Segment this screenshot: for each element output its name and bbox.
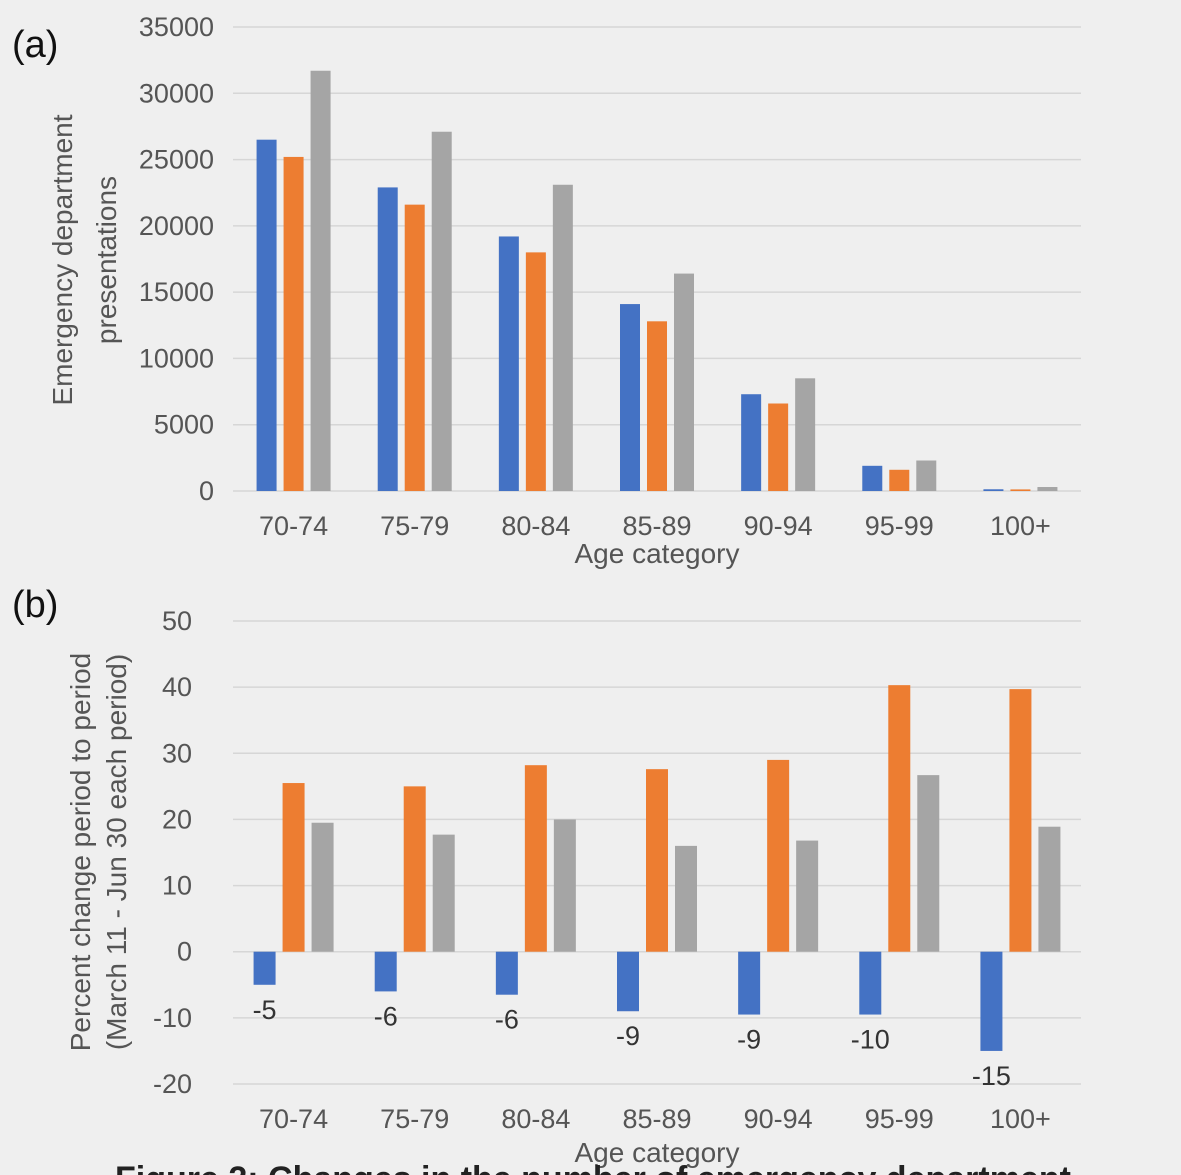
x-tick-label: 70-74 [259,1104,328,1134]
bar-70-74-series-3 [311,822,334,952]
x-tick-label: 100+ [990,1104,1051,1134]
bar-100+-series-3 [1037,487,1058,491]
x-tick-label: 80-84 [501,1104,570,1134]
bar-85-89-series-1 [617,951,639,1012]
y-tick-label: 0 [199,476,214,506]
x-tick-label: 95-99 [865,511,934,541]
data-label: -9 [616,1021,640,1051]
x-tick-label: 75-79 [380,1104,449,1134]
y-tick-label: 15000 [139,277,214,307]
x-tick-label: 95-99 [865,1104,934,1134]
bar-85-89-series-1 [620,304,640,491]
y-tick-label: 30 [162,738,192,768]
bar-85-89-series-3 [675,845,697,952]
bar-90-94-series-3 [795,378,816,491]
bar-95-99-series-1 [862,465,883,491]
bar-85-89-series-2 [647,321,667,491]
x-tick-label: 90-94 [744,511,813,541]
data-label: -9 [737,1025,761,1055]
data-label: -6 [374,1001,398,1031]
bar-75-79-series-2 [404,204,425,491]
x-tick-label: 70-74 [259,511,328,541]
bar-100+-series-2 [1010,489,1031,491]
bar-75-79-series-2 [403,786,426,952]
y-tick-label: 5000 [154,410,214,440]
x-tick-label: 75-79 [380,511,449,541]
y-tick-label: -10 [153,1003,192,1033]
y-axis-title: presentations [91,176,122,344]
x-tick-label: 85-89 [622,511,691,541]
bar-80-84-series-3 [553,819,576,952]
bar-95-99-series-1 [859,951,882,1015]
bar-70-74-series-1 [253,951,276,985]
bar-100+-series-2 [1009,689,1032,952]
x-tick-label: 80-84 [501,511,570,541]
x-axis-title: Age category [575,538,740,569]
bar-90-94-series-2 [768,403,789,491]
x-axis-title: Age category [575,1137,740,1168]
x-tick-label: 85-89 [622,1104,691,1134]
bar-85-89-series-3 [674,273,694,491]
bar-95-99-series-2 [888,685,911,952]
bar-100+-series-1 [980,951,1003,1051]
bar-90-94-series-2 [767,759,790,952]
bar-95-99-series-3 [917,775,940,952]
y-axis-title: (March 11 - Jun 30 each period) [101,654,132,1050]
figure-caption: Figure 2: Changes in the number of emerg… [115,1160,1071,1175]
y-tick-label: 50 [162,606,192,636]
y-tick-label: 25000 [139,145,214,175]
bar-80-84-series-1 [498,236,519,491]
x-tick-label: 100+ [990,511,1051,541]
bar-90-94-series-1 [741,394,762,491]
bar-90-94-series-1 [738,951,761,1015]
bar-70-74-series-1 [256,139,277,491]
bar-80-84-series-3 [552,184,573,491]
bar-100+-series-1 [983,489,1004,491]
bar-70-74-series-3 [310,70,331,492]
data-label: -5 [253,995,277,1025]
y-tick-label: 0 [177,937,192,967]
panel-label: (b) [12,584,58,626]
y-tick-label: 10000 [139,343,214,373]
y-axis-title: Emergency department [47,114,78,405]
bar-80-84-series-2 [525,252,546,491]
data-label: -10 [851,1025,890,1055]
y-tick-label: 40 [162,672,192,702]
bar-75-79-series-1 [374,951,397,992]
bar-95-99-series-2 [889,469,910,491]
bar-75-79-series-1 [377,187,398,491]
y-tick-label: -20 [153,1069,192,1099]
y-tick-label: 35000 [139,12,214,42]
bar-70-74-series-2 [283,156,304,492]
x-tick-label: 90-94 [744,1104,813,1134]
y-tick-label: 30000 [139,78,214,108]
bar-100+-series-3 [1038,826,1061,952]
bar-85-89-series-2 [646,769,668,952]
bar-90-94-series-3 [796,840,819,952]
bar-75-79-series-3 [431,131,452,491]
y-axis-title: Percent change period to period [65,653,96,1052]
data-label: -15 [972,1061,1011,1091]
bar-70-74-series-2 [282,783,305,952]
bar-80-84-series-2 [524,765,547,952]
bar-95-99-series-3 [916,460,937,491]
y-tick-label: 10 [162,871,192,901]
bar-80-84-series-1 [495,951,518,995]
bar-75-79-series-3 [432,834,455,952]
y-tick-label: 20 [162,804,192,834]
y-tick-label: 20000 [139,211,214,241]
panel-label: (a) [12,24,58,66]
data-label: -6 [495,1005,519,1035]
